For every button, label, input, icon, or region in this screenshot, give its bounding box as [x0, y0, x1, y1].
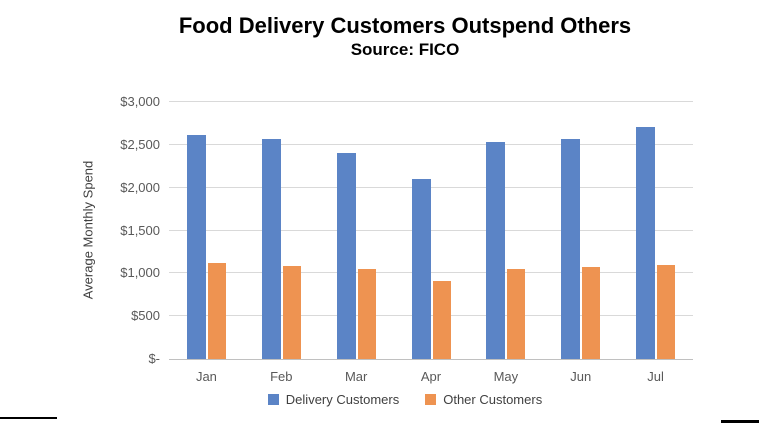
gridline-2500	[169, 143, 693, 145]
x-tick-label-jan: Jan	[195, 369, 217, 384]
y-tick-label-2500: $2,500	[120, 136, 160, 152]
category-mar	[319, 102, 394, 359]
legend-label-other-customers: Other Customers	[443, 392, 543, 407]
y-tick-label-1500: $1,500	[120, 222, 160, 238]
x-tick-label-feb: Feb	[270, 369, 293, 384]
y-tick-label-2000: $2,000	[120, 179, 160, 195]
gridline-1500	[169, 229, 693, 231]
y-tick-label-0: $-	[148, 351, 160, 366]
legend-swatch-other-customers	[425, 394, 437, 405]
category-jan	[169, 102, 244, 359]
bar-other-customers-may	[507, 269, 526, 359]
gridline-3000	[169, 101, 693, 102]
legend-item-other-customers: Other Customers	[425, 392, 542, 407]
legend-label-delivery-customers: Delivery Customers	[285, 392, 400, 407]
bar-delivery-customers-mar	[336, 153, 356, 359]
bar-delivery-customers-feb	[261, 138, 281, 359]
gridline-500	[169, 315, 693, 317]
x-tick-label-apr: Apr	[420, 369, 442, 384]
bar-other-customers-jun	[582, 266, 601, 359]
screen-edge-line-left	[0, 417, 57, 419]
bar-other-customers-jul	[657, 264, 676, 359]
bar-delivery-customers-jun	[561, 138, 581, 359]
bar-delivery-customers-may	[486, 142, 506, 359]
bar-other-customers-apr	[432, 280, 451, 359]
gridline-1000	[169, 272, 693, 274]
y-tick-label-3000: $3,000	[120, 94, 160, 109]
category-jul	[618, 102, 693, 359]
bar-other-customers-feb	[282, 266, 301, 359]
chart-subtitle: Source: FICO	[350, 40, 460, 59]
category-apr	[394, 102, 469, 359]
bar-delivery-customers-jul	[636, 126, 656, 359]
x-tick-label-jul: Jul	[647, 369, 664, 384]
gridline-2000	[169, 186, 693, 188]
bars-layer	[169, 102, 693, 359]
bar-delivery-customers-apr	[411, 179, 431, 359]
x-tick-label-may: May	[493, 369, 519, 384]
y-tick-label-1000: $1,000	[120, 265, 160, 281]
legend-swatch-delivery-customers	[267, 394, 279, 405]
category-feb	[244, 102, 319, 359]
y-tick-label-500: $500	[131, 308, 160, 324]
legend: Delivery Customers Other Customers	[55, 392, 755, 407]
bar-other-customers-jan	[207, 263, 226, 359]
x-tick-label-jun: Jun	[570, 369, 592, 384]
screen-edge-line-right	[721, 420, 759, 423]
bar-other-customers-mar	[357, 268, 376, 359]
x-axis-labels: Jan Feb Mar Apr May Jun Jul	[169, 369, 693, 385]
legend-item-delivery-customers: Delivery Customers	[267, 392, 400, 407]
x-tick-label-mar: Mar	[344, 369, 368, 384]
category-jun	[543, 102, 618, 359]
plot-area	[169, 101, 693, 360]
category-may	[468, 102, 543, 359]
bar-delivery-customers-jan	[186, 134, 206, 359]
chart-title: Food Delivery Customers Outspend Others	[178, 13, 632, 38]
